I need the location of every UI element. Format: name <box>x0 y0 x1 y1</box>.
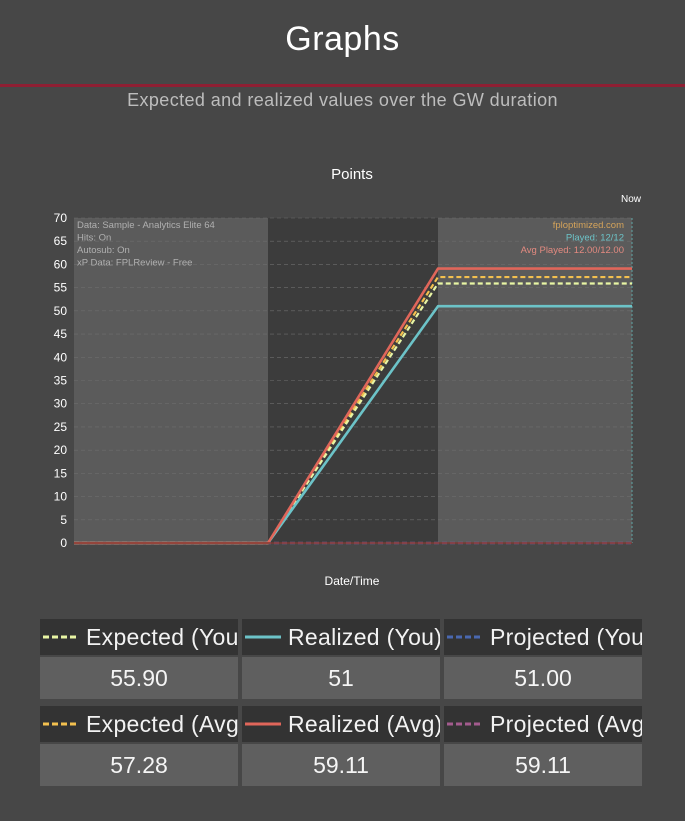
stat-value: 59.11 <box>444 744 642 786</box>
stat-card: Realized (You) 51 <box>242 619 440 699</box>
legend-swatch-icon <box>245 635 281 639</box>
stat-card: Expected (You) 55.90 <box>40 619 238 699</box>
y-tick-label: 35 <box>54 374 68 388</box>
y-tick-label: 15 <box>54 466 68 480</box>
y-tick-label: 20 <box>54 443 68 457</box>
x-axis-label: Date/Time <box>325 574 380 588</box>
stat-card: Expected (Avg) 57.28 <box>40 706 238 786</box>
stat-value: 51 <box>242 657 440 699</box>
y-tick-label: 25 <box>54 420 68 434</box>
legend-swatch-icon <box>43 722 79 726</box>
stat-card: Projected (You) 51.00 <box>444 619 642 699</box>
stat-value: 57.28 <box>40 744 238 786</box>
y-tick-label: 10 <box>54 490 68 504</box>
legend-swatch-icon <box>245 722 281 726</box>
stat-label: Realized (You) <box>288 623 440 650</box>
y-tick-label: 65 <box>54 234 68 248</box>
page-title: Graphs <box>285 20 400 58</box>
y-tick-label: 0 <box>60 536 67 550</box>
legend-swatch-icon <box>43 635 79 639</box>
stat-header: Expected (You) <box>40 619 238 655</box>
stat-label: Expected (You) <box>86 623 238 650</box>
stat-value: 59.11 <box>242 744 440 786</box>
legend-swatch-icon <box>447 635 483 639</box>
info-right-line: fploptimized.com <box>553 220 624 231</box>
y-tick-label: 50 <box>54 304 68 318</box>
y-tick-label: 60 <box>54 257 68 271</box>
stat-label: Realized (Avg) <box>288 710 440 737</box>
stat-label: Expected (Avg) <box>86 710 238 737</box>
band-during <box>268 218 438 543</box>
now-label: Now <box>621 194 642 205</box>
info-left-line: Data: Sample - Analytics Elite 64 <box>77 220 215 231</box>
y-tick-label: 70 <box>54 211 68 225</box>
info-left-line: Hits: On <box>77 233 111 244</box>
y-tick-label: 30 <box>54 397 68 411</box>
stat-label: Projected (Avg) <box>490 710 642 737</box>
stat-label: Projected (You) <box>490 623 642 650</box>
info-left-line: xP Data: FPLReview - Free <box>77 258 192 269</box>
y-tick-label: 5 <box>60 513 67 527</box>
page-header: Graphs <box>0 0 685 87</box>
info-right-line: Played: 12/12 <box>566 233 624 244</box>
y-tick-label: 45 <box>54 327 68 341</box>
stat-header: Projected (You) <box>444 619 642 655</box>
stat-card: Projected (Avg) 59.11 <box>444 706 642 786</box>
stat-header: Expected (Avg) <box>40 706 238 742</box>
stat-header: Realized (Avg) <box>242 706 440 742</box>
info-left-line: Autosub: On <box>77 245 130 256</box>
page-subtitle: Expected and realized values over the GW… <box>127 90 558 110</box>
y-tick-label: 55 <box>54 281 68 295</box>
stat-card: Realized (Avg) 59.11 <box>242 706 440 786</box>
points-chart: 0 5 10 15 20 25 30 35 40 45 50 55 60 65 70 Points Date/T… <box>54 166 642 588</box>
y-tick-label: 40 <box>54 350 68 364</box>
legend-swatch-icon <box>447 722 483 726</box>
chart-title: Points <box>331 166 373 183</box>
stat-header: Realized (You) <box>242 619 440 655</box>
stat-value: 55.90 <box>40 657 238 699</box>
info-right-line: Avg Played: 12.00/12.00 <box>521 245 624 256</box>
stat-header: Projected (Avg) <box>444 706 642 742</box>
stat-value: 51.00 <box>444 657 642 699</box>
